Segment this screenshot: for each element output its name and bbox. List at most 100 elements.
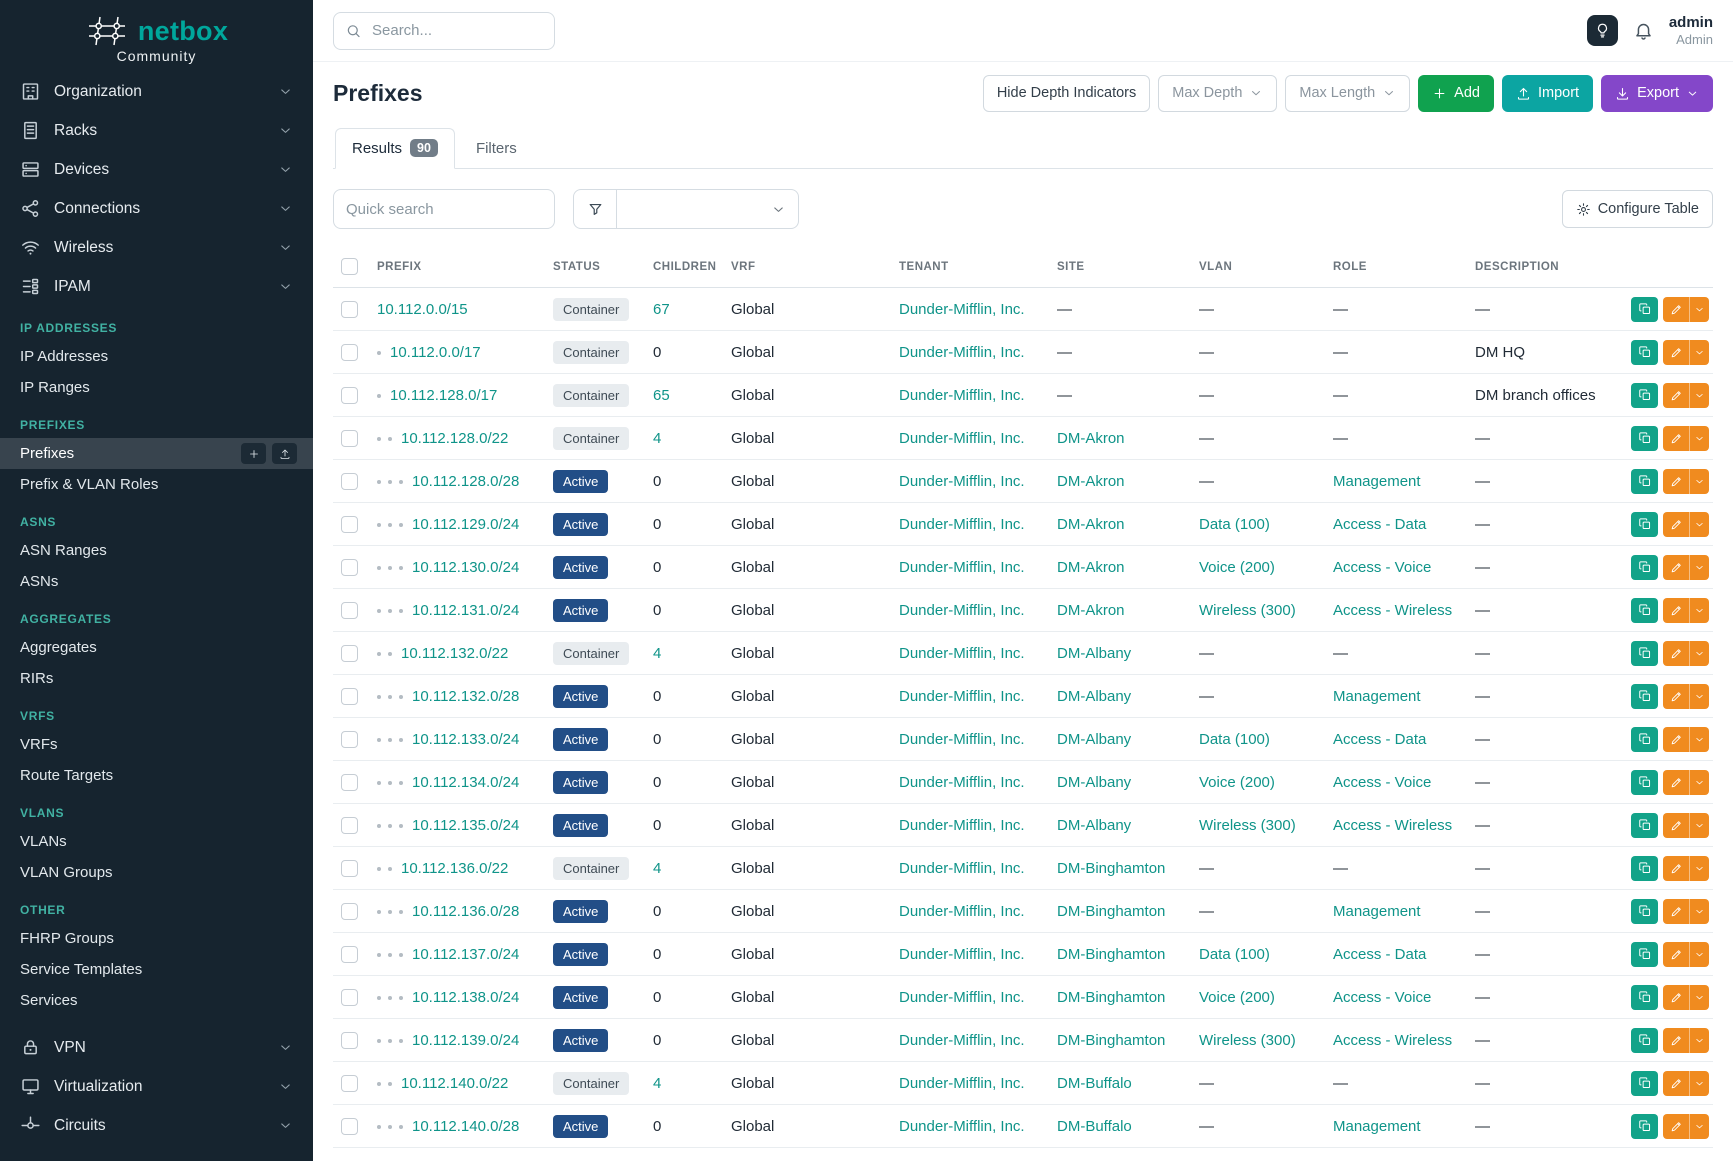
edit-dropdown-button[interactable]	[1690, 1114, 1709, 1139]
edit-button[interactable]	[1663, 942, 1690, 967]
role-link[interactable]: Access - Wireless	[1333, 602, 1452, 619]
edit-dropdown-button[interactable]	[1690, 899, 1709, 924]
import-button[interactable]: Import	[1502, 75, 1593, 112]
copy-button[interactable]	[1631, 383, 1658, 408]
tenant-link[interactable]: Dunder-Mifflin, Inc.	[899, 387, 1025, 404]
tab[interactable]: Filters	[459, 128, 534, 169]
edit-button[interactable]	[1663, 641, 1690, 666]
site-link[interactable]: DM-Binghamton	[1057, 1032, 1165, 1049]
row-checkbox[interactable]	[341, 989, 358, 1006]
sidebar-nav-item[interactable]: Devices	[0, 150, 313, 189]
sidebar-nav-item[interactable]: Racks	[0, 111, 313, 150]
prefix-link[interactable]: 10.112.132.0/22	[401, 645, 508, 662]
copy-button[interactable]	[1631, 770, 1658, 795]
filter-button[interactable]	[573, 189, 617, 229]
edit-dropdown-button[interactable]	[1690, 426, 1709, 451]
edit-dropdown-button[interactable]	[1690, 297, 1709, 322]
row-checkbox[interactable]	[341, 688, 358, 705]
quick-search-input[interactable]	[333, 189, 555, 229]
copy-button[interactable]	[1631, 942, 1658, 967]
copy-button[interactable]	[1631, 985, 1658, 1010]
add-mini-button[interactable]	[241, 443, 266, 464]
row-checkbox[interactable]	[341, 602, 358, 619]
site-link[interactable]: DM-Akron	[1057, 602, 1125, 619]
site-link[interactable]: DM-Akron	[1057, 473, 1125, 490]
edit-dropdown-button[interactable]	[1690, 598, 1709, 623]
children-link[interactable]: 4	[653, 1075, 661, 1092]
edit-dropdown-button[interactable]	[1690, 727, 1709, 752]
row-checkbox[interactable]	[341, 344, 358, 361]
tenant-link[interactable]: Dunder-Mifflin, Inc.	[899, 688, 1025, 705]
tenant-link[interactable]: Dunder-Mifflin, Inc.	[899, 559, 1025, 576]
vlan-link[interactable]: Wireless (300)	[1199, 817, 1296, 834]
role-link[interactable]: Management	[1333, 1118, 1421, 1135]
tenant-link[interactable]: Dunder-Mifflin, Inc.	[899, 817, 1025, 834]
prefix-link[interactable]: 10.112.0.0/17	[390, 344, 481, 361]
site-link[interactable]: DM-Akron	[1057, 559, 1125, 576]
edit-button[interactable]	[1663, 297, 1690, 322]
site-link[interactable]: DM-Akron	[1057, 516, 1125, 533]
edit-button[interactable]	[1663, 383, 1690, 408]
sidebar-item[interactable]: ASN Ranges	[0, 535, 313, 566]
role-link[interactable]: Access - Data	[1333, 946, 1426, 963]
row-checkbox[interactable]	[341, 301, 358, 318]
notifications-bell-icon[interactable]	[1633, 20, 1654, 41]
children-link[interactable]: 65	[653, 387, 670, 404]
tenant-link[interactable]: Dunder-Mifflin, Inc.	[899, 516, 1025, 533]
edit-button[interactable]	[1663, 469, 1690, 494]
copy-button[interactable]	[1631, 598, 1658, 623]
filter-select[interactable]	[617, 189, 799, 229]
row-checkbox[interactable]	[341, 946, 358, 963]
prefix-link[interactable]: 10.112.137.0/24	[412, 946, 519, 963]
edit-button[interactable]	[1663, 684, 1690, 709]
site-link[interactable]: DM-Binghamton	[1057, 860, 1165, 877]
tenant-link[interactable]: Dunder-Mifflin, Inc.	[899, 989, 1025, 1006]
prefix-link[interactable]: 10.112.133.0/24	[412, 731, 519, 748]
sidebar-nav-item[interactable]: Connections	[0, 189, 313, 228]
site-link[interactable]: DM-Buffalo	[1057, 1075, 1132, 1092]
brand[interactable]: netbox Community	[0, 0, 313, 72]
row-checkbox[interactable]	[341, 387, 358, 404]
prefix-link[interactable]: 10.112.135.0/24	[412, 817, 519, 834]
prefix-link[interactable]: 10.112.134.0/24	[412, 774, 519, 791]
column-header-tenant[interactable]: TENANT	[891, 245, 1049, 288]
prefix-link[interactable]: 10.112.129.0/24	[412, 516, 519, 533]
edit-dropdown-button[interactable]	[1690, 985, 1709, 1010]
edit-button[interactable]	[1663, 727, 1690, 752]
sidebar-item[interactable]: VLAN Groups	[0, 857, 313, 888]
copy-button[interactable]	[1631, 340, 1658, 365]
copy-button[interactable]	[1631, 684, 1658, 709]
copy-button[interactable]	[1631, 555, 1658, 580]
site-link[interactable]: DM-Binghamton	[1057, 903, 1165, 920]
row-checkbox[interactable]	[341, 860, 358, 877]
edit-button[interactable]	[1663, 426, 1690, 451]
sidebar-item[interactable]: Service Templates	[0, 954, 313, 985]
site-link[interactable]: DM-Binghamton	[1057, 946, 1165, 963]
sidebar-item[interactable]: ASNs	[0, 566, 313, 597]
edit-dropdown-button[interactable]	[1690, 942, 1709, 967]
row-checkbox[interactable]	[341, 559, 358, 576]
edit-button[interactable]	[1663, 1071, 1690, 1096]
row-checkbox[interactable]	[341, 1075, 358, 1092]
edit-button[interactable]	[1663, 1114, 1690, 1139]
edit-button[interactable]	[1663, 340, 1690, 365]
sidebar-item[interactable]: Prefix & VLAN Roles	[0, 469, 313, 500]
export-button[interactable]: Export	[1601, 75, 1713, 112]
tenant-link[interactable]: Dunder-Mifflin, Inc.	[899, 473, 1025, 490]
row-checkbox[interactable]	[341, 903, 358, 920]
edit-dropdown-button[interactable]	[1690, 383, 1709, 408]
max-length-dropdown[interactable]: Max Length	[1285, 75, 1410, 112]
prefix-link[interactable]: 10.112.138.0/24	[412, 989, 519, 1006]
sidebar-nav-item[interactable]: VPN	[0, 1028, 313, 1067]
sidebar-item[interactable]: Aggregates	[0, 632, 313, 663]
copy-button[interactable]	[1631, 512, 1658, 537]
site-link[interactable]: DM-Albany	[1057, 645, 1131, 662]
column-header-description[interactable]: DESCRIPTION	[1467, 245, 1617, 288]
row-checkbox[interactable]	[341, 774, 358, 791]
vlan-link[interactable]: Data (100)	[1199, 516, 1270, 533]
configure-table-button[interactable]: Configure Table	[1562, 190, 1713, 228]
edit-dropdown-button[interactable]	[1690, 856, 1709, 881]
sidebar-item[interactable]: VRFs	[0, 729, 313, 760]
edit-dropdown-button[interactable]	[1690, 340, 1709, 365]
role-link[interactable]: Access - Voice	[1333, 774, 1431, 791]
